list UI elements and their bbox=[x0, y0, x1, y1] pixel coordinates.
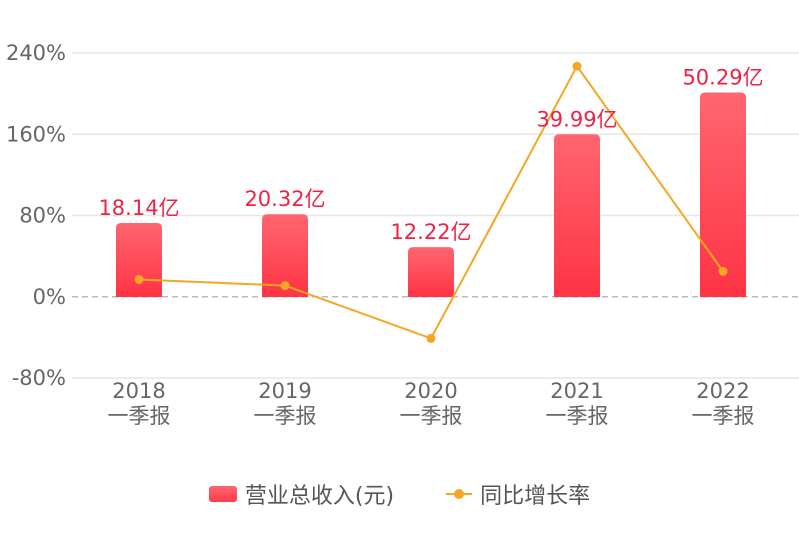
growth-point[interactable] bbox=[280, 281, 290, 291]
revenue-bars bbox=[116, 92, 746, 298]
revenue-bar[interactable] bbox=[700, 92, 746, 298]
bar-data-label: 18.14亿 bbox=[98, 196, 179, 220]
x-category-period: 一季报 bbox=[692, 404, 755, 428]
bar-data-label: 50.29亿 bbox=[682, 65, 763, 89]
x-category-year: 2020 bbox=[404, 379, 457, 403]
growth-line bbox=[138, 64, 724, 340]
y-tick-label: 160% bbox=[6, 122, 66, 146]
legend-item-growth[interactable]: 同比增长率 bbox=[446, 478, 590, 510]
growth-point[interactable] bbox=[572, 61, 582, 71]
y-tick-label: 80% bbox=[19, 204, 66, 228]
y-tick-label: 0% bbox=[33, 285, 66, 309]
x-category-period: 一季报 bbox=[400, 404, 463, 428]
revenue-bar[interactable] bbox=[408, 247, 454, 297]
growth-point[interactable] bbox=[134, 274, 144, 284]
revenue-bar[interactable] bbox=[262, 214, 308, 297]
growth-point[interactable] bbox=[718, 266, 728, 276]
y-axis-ticks: 240% 160% 80% 0% -80% bbox=[6, 41, 66, 390]
legend: 营业总收入(元) 同比增长率 bbox=[0, 478, 799, 510]
gridlines bbox=[72, 52, 799, 379]
x-category-year: 2019 bbox=[258, 379, 311, 403]
revenue-bar[interactable] bbox=[116, 223, 162, 297]
x-category-period: 一季报 bbox=[108, 404, 171, 428]
bar-data-label: 39.99亿 bbox=[536, 107, 617, 131]
legend-item-revenue[interactable]: 营业总收入(元) bbox=[208, 478, 395, 510]
growth-point[interactable] bbox=[426, 333, 436, 343]
growth-line-series bbox=[134, 61, 728, 343]
bar-data-label: 12.22亿 bbox=[390, 220, 471, 244]
y-tick-label: 240% bbox=[6, 41, 66, 65]
bar-data-label: 20.32亿 bbox=[244, 187, 325, 211]
legend-revenue-label: 营业总收入(元) bbox=[244, 484, 395, 509]
x-category-year: 2018 bbox=[112, 379, 165, 403]
legend-bar-swatch bbox=[208, 486, 237, 502]
x-category-year: 2021 bbox=[550, 379, 603, 403]
x-category-period: 一季报 bbox=[254, 404, 317, 428]
x-category-year: 2022 bbox=[696, 379, 749, 403]
legend-line-swatch bbox=[446, 486, 473, 502]
legend-growth-label: 同比增长率 bbox=[480, 484, 591, 509]
revenue-bar[interactable] bbox=[554, 134, 600, 297]
y-tick-label: -80% bbox=[12, 366, 66, 390]
x-category-period: 一季报 bbox=[546, 404, 609, 428]
bar-data-labels: 18.14亿 20.32亿 12.22亿 39.99亿 50.29亿 bbox=[98, 65, 763, 244]
